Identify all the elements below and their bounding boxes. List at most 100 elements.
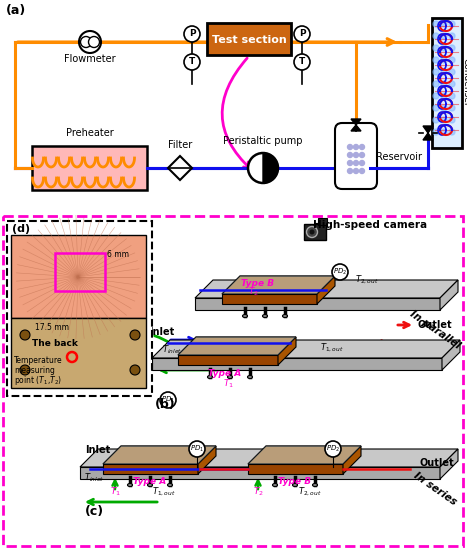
Text: $T_2$: $T_2$ — [253, 485, 263, 498]
Circle shape — [189, 441, 205, 457]
Circle shape — [360, 145, 365, 150]
Circle shape — [347, 152, 353, 157]
Text: Inlet: Inlet — [149, 327, 175, 337]
Polygon shape — [195, 298, 440, 310]
Circle shape — [433, 57, 439, 63]
Circle shape — [354, 168, 359, 173]
Circle shape — [441, 69, 447, 75]
Polygon shape — [248, 446, 361, 464]
Ellipse shape — [207, 376, 212, 378]
Text: $T_{1,out}$: $T_{1,out}$ — [320, 342, 344, 354]
Text: measuring: measuring — [14, 366, 55, 375]
Polygon shape — [103, 446, 216, 464]
Circle shape — [433, 105, 439, 111]
Bar — [318, 218, 327, 225]
Circle shape — [80, 36, 92, 47]
Circle shape — [306, 227, 318, 238]
Ellipse shape — [242, 315, 248, 317]
Text: $T_{2,out}$: $T_{2,out}$ — [298, 486, 322, 498]
Bar — [304, 224, 326, 240]
Circle shape — [433, 81, 439, 87]
Circle shape — [332, 264, 348, 280]
Text: Flowmeter: Flowmeter — [64, 54, 116, 64]
Circle shape — [130, 330, 140, 340]
Circle shape — [449, 117, 455, 123]
Circle shape — [354, 161, 359, 166]
Ellipse shape — [283, 315, 288, 317]
Polygon shape — [222, 294, 317, 304]
Text: Type A: Type A — [134, 477, 167, 486]
Bar — [32, 146, 147, 190]
Polygon shape — [440, 449, 458, 479]
Polygon shape — [222, 276, 335, 294]
Circle shape — [449, 21, 455, 27]
Circle shape — [441, 105, 447, 111]
Circle shape — [449, 33, 455, 39]
Polygon shape — [198, 446, 216, 474]
Text: $PD_2$: $PD_2$ — [326, 444, 340, 454]
Circle shape — [449, 57, 455, 63]
Ellipse shape — [148, 483, 153, 487]
Text: T: T — [299, 58, 305, 67]
FancyBboxPatch shape — [335, 123, 377, 189]
Text: $PD_1$: $PD_1$ — [190, 444, 204, 454]
Polygon shape — [80, 467, 440, 479]
Circle shape — [433, 69, 439, 75]
Polygon shape — [168, 156, 192, 180]
Text: $T_{inlet}$: $T_{inlet}$ — [162, 343, 182, 355]
Circle shape — [347, 168, 353, 173]
Circle shape — [354, 145, 359, 150]
Text: In series: In series — [412, 471, 458, 507]
Text: $T_1$: $T_1$ — [222, 377, 234, 389]
Polygon shape — [343, 446, 361, 474]
Text: P: P — [299, 30, 305, 38]
Circle shape — [441, 93, 447, 99]
Circle shape — [310, 229, 314, 234]
Bar — [7, 221, 152, 396]
Text: 17.5 mm: 17.5 mm — [35, 323, 69, 332]
Circle shape — [130, 365, 140, 375]
Ellipse shape — [227, 376, 233, 378]
Polygon shape — [317, 276, 335, 304]
Polygon shape — [278, 337, 296, 365]
Text: point ($T_1$,$T_2$): point ($T_1$,$T_2$) — [14, 374, 62, 387]
Circle shape — [433, 21, 439, 27]
Circle shape — [441, 129, 447, 135]
Circle shape — [449, 81, 455, 87]
Circle shape — [79, 31, 101, 53]
Polygon shape — [351, 119, 361, 131]
Circle shape — [184, 26, 200, 42]
FancyBboxPatch shape — [207, 23, 291, 55]
Polygon shape — [423, 126, 433, 140]
Bar — [11, 318, 146, 388]
Polygon shape — [178, 337, 296, 355]
Text: $T_2$: $T_2$ — [248, 286, 259, 299]
Circle shape — [160, 392, 176, 408]
Text: $T_{2,out}$: $T_{2,out}$ — [355, 273, 379, 286]
Polygon shape — [263, 153, 278, 183]
Circle shape — [441, 21, 447, 27]
Ellipse shape — [273, 483, 277, 487]
Text: High-speed camera: High-speed camera — [313, 220, 427, 230]
Polygon shape — [178, 355, 278, 365]
Circle shape — [89, 36, 99, 47]
Ellipse shape — [292, 483, 297, 487]
Text: (a): (a) — [6, 4, 26, 17]
Polygon shape — [103, 446, 216, 464]
Polygon shape — [195, 280, 458, 298]
Bar — [432, 18, 462, 148]
Text: Inlet: Inlet — [85, 445, 111, 455]
Circle shape — [433, 129, 439, 135]
Circle shape — [433, 93, 439, 99]
Circle shape — [360, 161, 365, 166]
Text: Outlet: Outlet — [417, 320, 452, 330]
Ellipse shape — [262, 315, 268, 317]
Polygon shape — [152, 358, 442, 370]
Polygon shape — [103, 464, 198, 474]
Polygon shape — [440, 280, 458, 310]
Text: In parallel: In parallel — [408, 309, 462, 351]
Polygon shape — [80, 449, 458, 467]
Circle shape — [433, 33, 439, 39]
Polygon shape — [222, 276, 335, 294]
Circle shape — [441, 57, 447, 63]
